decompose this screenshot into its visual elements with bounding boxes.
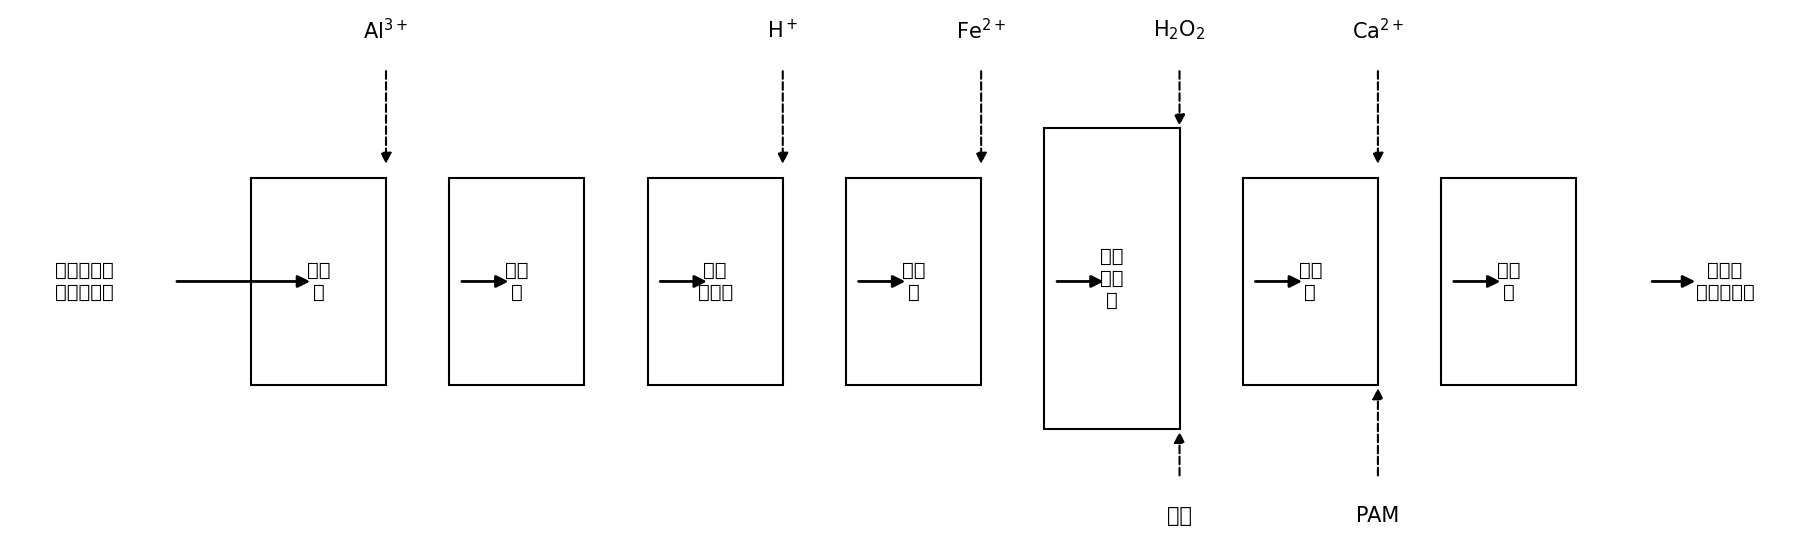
Text: Fe$^{2+}$: Fe$^{2+}$ [957, 18, 1006, 43]
Text: 化机浆好氧
处理后出水: 化机浆好氧 处理后出水 [54, 261, 114, 302]
FancyBboxPatch shape [1044, 129, 1179, 429]
Text: H$_2$O$_2$: H$_2$O$_2$ [1154, 18, 1205, 42]
Text: 管式
混合器: 管式 混合器 [698, 261, 733, 302]
Text: 排放水
达到新国标: 排放水 达到新国标 [1695, 261, 1755, 302]
Text: 混合
池: 混合 池 [901, 261, 924, 302]
Text: 曝气: 曝气 [1167, 506, 1192, 527]
Text: 混凝
池: 混凝 池 [308, 261, 329, 302]
FancyBboxPatch shape [847, 178, 980, 385]
FancyBboxPatch shape [449, 178, 584, 385]
Text: 沉淀
池: 沉淀 池 [505, 261, 528, 302]
Text: H$^+$: H$^+$ [767, 18, 798, 42]
Text: Ca$^{2+}$: Ca$^{2+}$ [1351, 18, 1404, 43]
Text: 澄清
池: 澄清 池 [1496, 261, 1520, 302]
FancyBboxPatch shape [1442, 178, 1576, 385]
FancyBboxPatch shape [648, 178, 783, 385]
Text: Al$^{3+}$: Al$^{3+}$ [364, 18, 409, 43]
Text: 催化
氧化
池: 催化 氧化 池 [1100, 247, 1123, 310]
FancyBboxPatch shape [1243, 178, 1378, 385]
FancyBboxPatch shape [251, 178, 385, 385]
Text: PAM: PAM [1357, 506, 1400, 527]
Text: 中和
池: 中和 池 [1299, 261, 1322, 302]
